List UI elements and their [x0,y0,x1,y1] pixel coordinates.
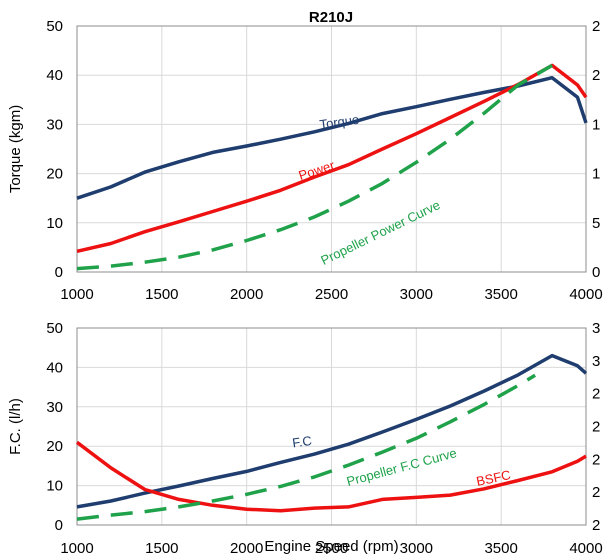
right-tick-label: 2 [592,517,600,534]
series-line-f-c [76,353,588,509]
plot-frame [76,327,587,526]
x-tick-label: 4000 [569,540,602,556]
y-tick-label: 30 [46,116,63,133]
x-tick-label: 2000 [230,540,263,556]
y-tick-label: 50 [46,18,63,35]
right-tick-label: 3 [592,320,600,337]
x-tick-label: 2500 [315,540,348,556]
y-tick-label: 10 [46,478,63,495]
y-tick-label: 0 [55,264,63,281]
series-label-power: Power [297,157,337,183]
y-tick-label: 30 [46,399,63,416]
x-tick-label: 4000 [569,286,602,303]
x-tick-label: 1000 [60,540,93,556]
x-axis-label: Engine Speed (rpm) [264,538,398,555]
y-axis-label: F.C. (l/h) [7,398,24,455]
y-tick-label: 10 [46,215,63,232]
series-line-torque [76,75,588,200]
right-tick-label: 1 [592,166,600,183]
y-tick-label: 40 [46,359,63,376]
right-tick-label: 2 [592,386,600,403]
y-tick-label: 20 [46,438,63,455]
right-tick-label: 2 [592,451,600,468]
x-tick-label: 1000 [60,286,93,303]
series-label-propeller-power-curve: Propeller Power Curve [318,197,442,268]
series-label-f-c: F.C [291,433,312,451]
series-label-bsfc: BSFC [475,467,512,489]
x-tick-label: 3000 [400,286,433,303]
right-tick-label: 0 [592,264,600,281]
y-tick-label: 40 [46,67,63,84]
right-tick-label: 3 [592,353,600,370]
series-line-bsfc [75,440,587,513]
series-line-propeller-f-c-curve [76,373,537,521]
y-tick-label: 50 [46,320,63,337]
y-tick-label: 0 [55,517,63,534]
series-line-propeller-power-curve [76,63,553,271]
right-tick-label: 1 [592,116,600,133]
series-label-propeller-f-c-curve: Propeller F.C Curve [345,445,458,489]
right-tick-label: 2 [592,18,600,35]
plot-frame [76,25,587,273]
chart-title: R210J [309,9,353,26]
y-axis-label: Torque (kgm) [7,105,24,193]
x-tick-label: 1500 [145,540,178,556]
x-tick-label: 3500 [484,286,517,303]
x-tick-label: 2000 [230,286,263,303]
right-tick-label: 2 [592,419,600,436]
right-tick-label: 5 [592,215,600,232]
x-tick-label: 3000 [400,540,433,556]
series-line-power [76,63,588,254]
x-tick-label: 3500 [484,540,517,556]
x-tick-label: 1500 [145,286,178,303]
x-tick-label: 2500 [315,286,348,303]
right-tick-label: 2 [592,484,600,501]
right-tick-label: 2 [592,67,600,84]
series-label-torque: Torque [319,112,360,132]
y-tick-label: 20 [46,166,63,183]
